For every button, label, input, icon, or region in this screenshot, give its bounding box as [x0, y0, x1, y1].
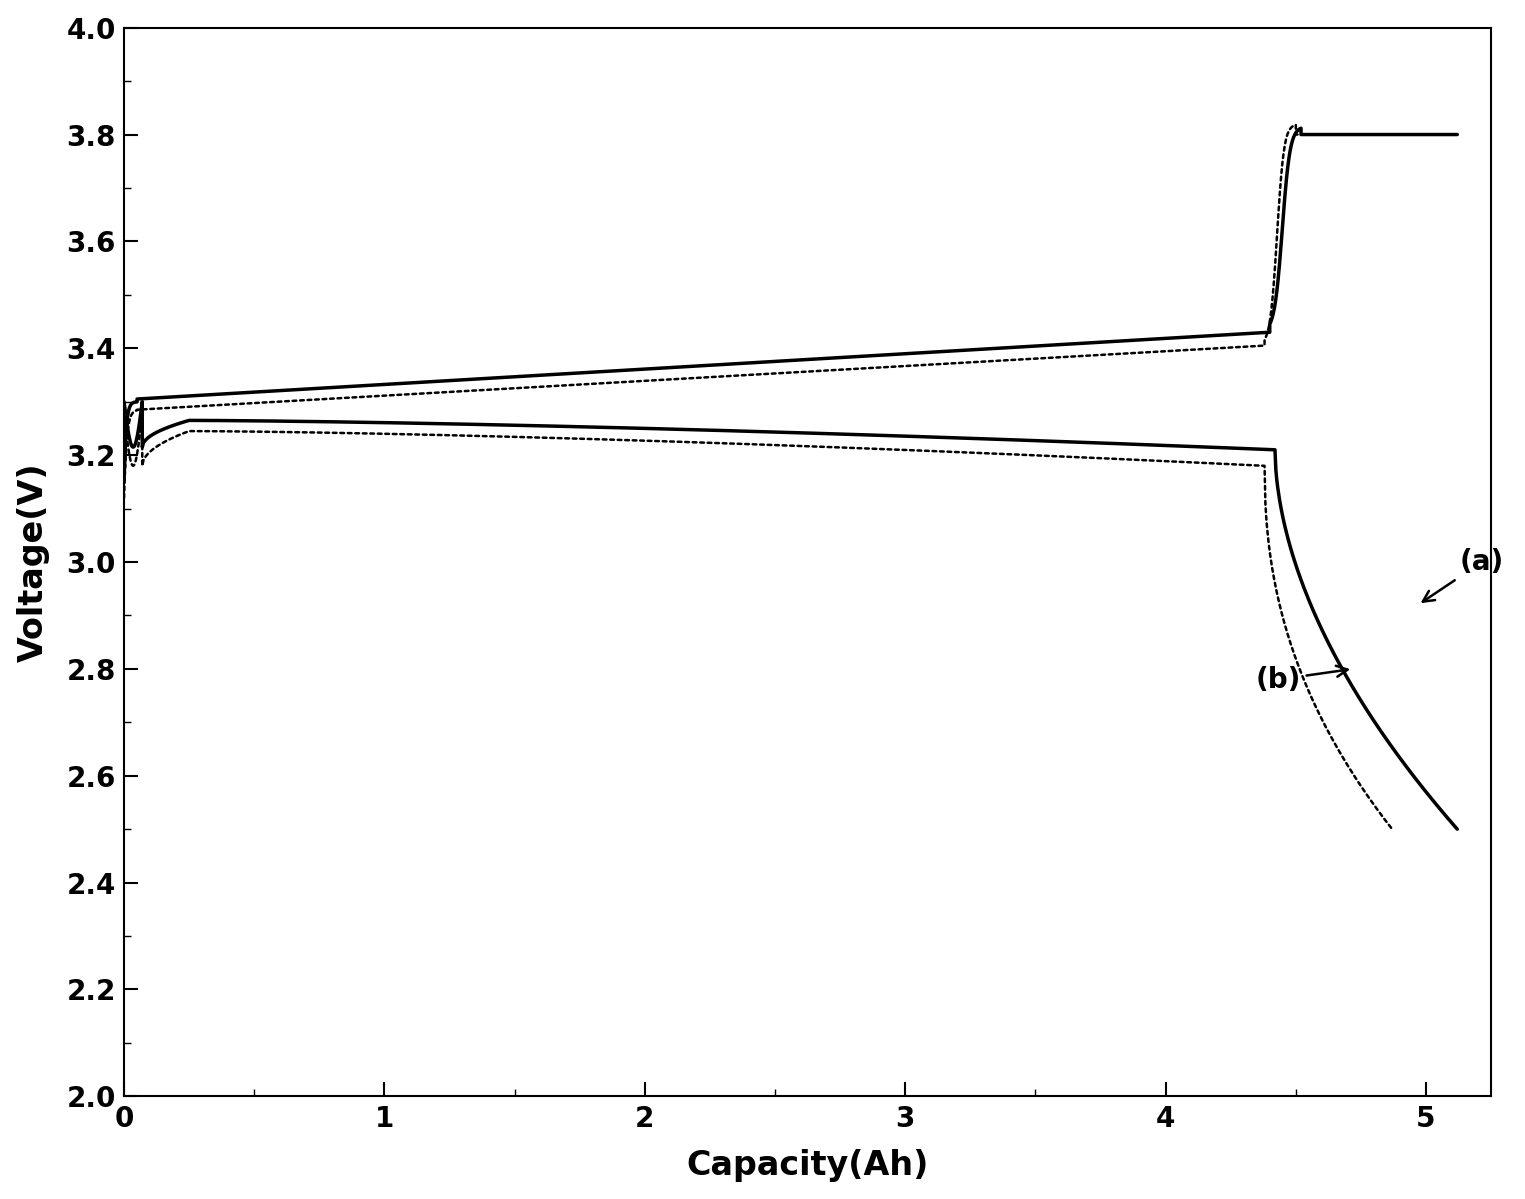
Text: (b): (b): [1255, 665, 1348, 693]
Y-axis label: Voltage(V): Voltage(V): [17, 462, 50, 662]
X-axis label: Capacity(Ah): Capacity(Ah): [686, 1150, 929, 1182]
Text: (a): (a): [1423, 548, 1504, 602]
